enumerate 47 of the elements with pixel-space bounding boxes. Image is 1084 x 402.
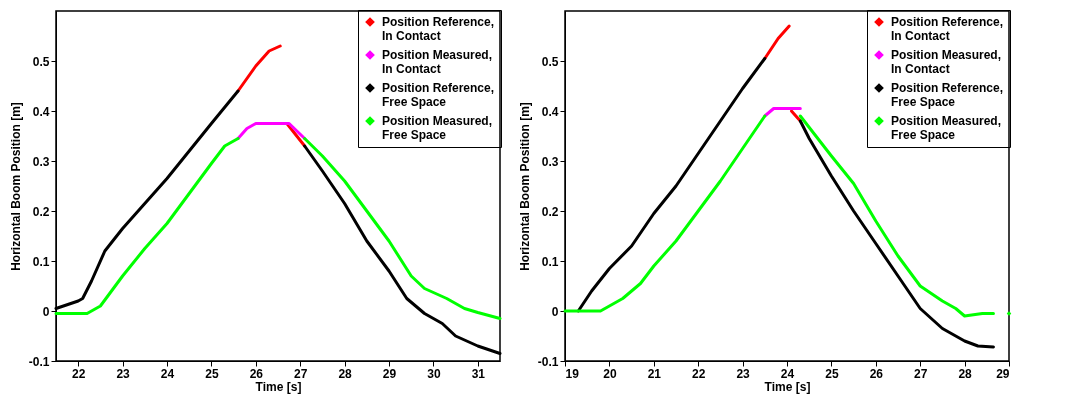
- legend-label: Position Measured, Free Space: [891, 114, 1002, 142]
- x-tick-label: 31: [471, 366, 486, 381]
- x-axis-title: Time [s]: [764, 379, 811, 394]
- legend-label: Position Reference, In Contact: [382, 15, 495, 43]
- y-tick-label: -0.1: [28, 354, 50, 369]
- x-tick-label: 21: [647, 366, 662, 381]
- x-tick-label: 27: [914, 366, 928, 381]
- x-tick-label: 26: [869, 366, 884, 381]
- y-axis-title: Horizontal Boom Position [m]: [517, 102, 532, 271]
- y-tick-label: 0.3: [541, 154, 559, 169]
- x-tick-label: 28: [338, 366, 353, 381]
- legend-label: Position Measured, In Contact: [891, 48, 1002, 76]
- x-tick-label: 24: [160, 366, 175, 381]
- y-tick-label: 0: [42, 304, 50, 319]
- y-tick-label: 0.3: [32, 154, 50, 169]
- y-tick-label: 0.1: [541, 254, 559, 269]
- x-tick-label: 22: [72, 366, 86, 381]
- x-tick-label: 27: [294, 366, 308, 381]
- legend-label: Position Reference, Free Space: [891, 81, 1004, 109]
- y-tick-label: 0.5: [541, 54, 559, 69]
- y-tick-label: 0.4: [541, 104, 559, 119]
- y-tick-label: 0.4: [32, 104, 50, 119]
- x-axis-title: Time [s]: [255, 379, 302, 394]
- legend-label: Position Reference, In Contact: [891, 15, 1004, 43]
- y-tick-label: 0.2: [541, 204, 559, 219]
- y-tick-label: 0.5: [32, 54, 50, 69]
- y-tick-label: 0.2: [32, 204, 50, 219]
- x-tick-label: 25: [205, 366, 219, 381]
- x-tick-label: 24: [780, 366, 795, 381]
- x-tick-label: 28: [958, 366, 973, 381]
- legend-label: Position Measured, Free Space: [382, 114, 493, 142]
- y-tick-label: 0: [551, 304, 559, 319]
- y-tick-label: -0.1: [537, 354, 559, 369]
- y-axis-title: Horizontal Boom Position [m]: [8, 102, 23, 271]
- x-tick-label: 29: [382, 366, 397, 381]
- legend-label: Position Measured, In Contact: [382, 48, 493, 76]
- y-tick-label: 0.1: [32, 254, 50, 269]
- x-tick-label: 23: [116, 366, 131, 381]
- x-tick-label: 19: [565, 366, 580, 381]
- x-tick-label: 22: [692, 366, 706, 381]
- x-tick-label: 29: [996, 366, 1010, 381]
- x-tick-label: 25: [825, 366, 839, 381]
- legend-label: Position Reference, Free Space: [382, 81, 495, 109]
- x-tick-label: 23: [736, 366, 751, 381]
- x-tick-label: 26: [249, 366, 264, 381]
- x-tick-label: 30: [427, 366, 441, 381]
- x-tick-label: 20: [603, 366, 617, 381]
